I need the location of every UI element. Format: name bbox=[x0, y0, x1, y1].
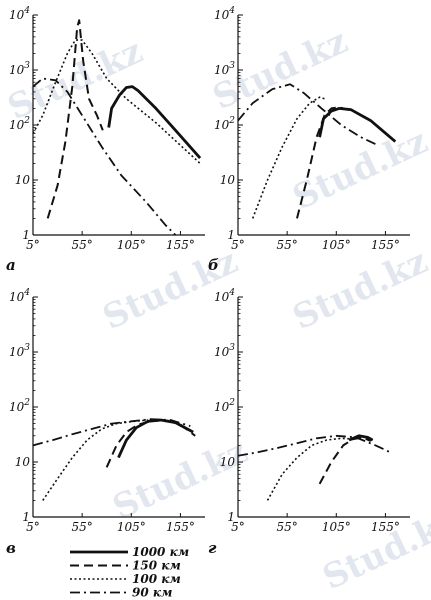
y-tick-label: 10 bbox=[220, 455, 236, 469]
y-tick-exponent: 2 bbox=[228, 116, 235, 126]
x-tick-label: 155° bbox=[166, 238, 195, 252]
y-tick-base: 10 bbox=[214, 290, 230, 304]
panel-label: г bbox=[208, 539, 217, 557]
legend-label: 150 км bbox=[132, 559, 181, 573]
x-tick-label: 5° bbox=[26, 520, 40, 534]
y-tick-label: 1 bbox=[22, 228, 30, 242]
y-tick-exponent: 2 bbox=[228, 398, 235, 408]
y-tick-exponent: 3 bbox=[24, 61, 30, 71]
y-tick-exponent: 4 bbox=[228, 6, 235, 16]
y-tick-base: 10 bbox=[214, 118, 230, 132]
legend-label: 1000 км bbox=[132, 545, 189, 559]
x-tick-label: 105° bbox=[117, 520, 146, 534]
y-tick-base: 1 bbox=[227, 228, 235, 242]
y-tick-base: 10 bbox=[9, 8, 25, 22]
x-tick-label: 5° bbox=[231, 238, 245, 252]
y-tick-label: 102 bbox=[214, 116, 235, 132]
series-line-dashdot bbox=[32, 77, 177, 236]
y-tick-label: 102 bbox=[9, 116, 30, 132]
y-tick-label: 10 bbox=[15, 455, 31, 469]
y-tick-base: 1 bbox=[227, 510, 235, 524]
watermark-text: Stud.kz bbox=[317, 501, 431, 598]
y-tick-label: 103 bbox=[9, 343, 30, 359]
panel-label: б bbox=[208, 256, 219, 274]
x-tick-label: 5° bbox=[26, 238, 40, 252]
y-tick-exponent: 2 bbox=[23, 398, 30, 408]
series-line-dashdot bbox=[237, 434, 391, 457]
series-line-solid bbox=[107, 85, 202, 160]
y-tick-label: 104 bbox=[9, 6, 30, 22]
y-tick-base: 10 bbox=[9, 63, 25, 77]
y-tick-label: 10 bbox=[220, 173, 236, 187]
y-tick-label: 104 bbox=[9, 288, 30, 304]
series-line-dotted bbox=[32, 39, 201, 164]
x-tick-label: 105° bbox=[117, 238, 146, 252]
series-line-dashdot bbox=[237, 83, 376, 145]
x-tick-label: 155° bbox=[371, 238, 400, 252]
x-tick-label: 55° bbox=[72, 238, 93, 252]
series-line-dashdot bbox=[32, 418, 191, 447]
y-tick-base: 10 bbox=[214, 400, 230, 414]
x-tick-label: 105° bbox=[322, 520, 351, 534]
y-tick-base: 10 bbox=[9, 290, 25, 304]
y-tick-label: 10 bbox=[15, 173, 31, 187]
y-tick-base: 10 bbox=[9, 400, 25, 414]
y-tick-base: 10 bbox=[220, 455, 236, 469]
series-line-solid bbox=[348, 434, 374, 442]
y-tick-label: 104 bbox=[214, 288, 235, 304]
x-tick-label: 105° bbox=[322, 238, 351, 252]
y-tick-exponent: 3 bbox=[229, 343, 235, 353]
y-tick-base: 10 bbox=[9, 118, 25, 132]
series-line-dashed bbox=[296, 106, 344, 219]
y-tick-base: 10 bbox=[15, 455, 31, 469]
series-line-dashed bbox=[318, 436, 372, 485]
y-tick-label: 1 bbox=[22, 510, 30, 524]
x-tick-label: 55° bbox=[72, 520, 93, 534]
y-tick-exponent: 3 bbox=[229, 61, 235, 71]
x-tick-label: 155° bbox=[166, 520, 195, 534]
y-tick-base: 10 bbox=[9, 345, 25, 359]
y-tick-exponent: 2 bbox=[23, 116, 30, 126]
y-tick-base: 10 bbox=[214, 8, 230, 22]
y-tick-base: 1 bbox=[22, 228, 30, 242]
y-tick-label: 103 bbox=[214, 61, 235, 77]
y-tick-exponent: 4 bbox=[23, 6, 30, 16]
y-tick-label: 1 bbox=[227, 228, 235, 242]
series-line-dashed bbox=[105, 419, 196, 468]
legend-label: 100 км bbox=[132, 572, 181, 586]
y-tick-exponent: 4 bbox=[228, 288, 235, 298]
panel-label: а bbox=[6, 256, 16, 274]
x-tick-label: 55° bbox=[277, 520, 298, 534]
y-tick-label: 1 bbox=[227, 510, 235, 524]
y-tick-label: 103 bbox=[9, 61, 30, 77]
x-tick-label: 55° bbox=[277, 238, 298, 252]
x-tick-label: 155° bbox=[371, 520, 400, 534]
y-tick-base: 1 bbox=[22, 510, 30, 524]
y-tick-label: 102 bbox=[214, 398, 235, 414]
y-tick-base: 10 bbox=[214, 63, 230, 77]
y-tick-label: 103 bbox=[214, 343, 235, 359]
y-tick-exponent: 4 bbox=[23, 288, 30, 298]
y-tick-label: 104 bbox=[214, 6, 235, 22]
series-line-dashed bbox=[46, 19, 104, 219]
x-tick-label: 5° bbox=[231, 520, 245, 534]
y-tick-exponent: 3 bbox=[24, 343, 30, 353]
y-tick-base: 10 bbox=[220, 173, 236, 187]
series-line-dotted bbox=[251, 96, 325, 219]
y-tick-label: 102 bbox=[9, 398, 30, 414]
watermark-text: Stud.kz bbox=[287, 241, 431, 338]
y-tick-base: 10 bbox=[15, 173, 31, 187]
panel-label: в bbox=[6, 539, 16, 557]
y-tick-base: 10 bbox=[214, 345, 230, 359]
legend-label: 90 км bbox=[132, 586, 172, 600]
